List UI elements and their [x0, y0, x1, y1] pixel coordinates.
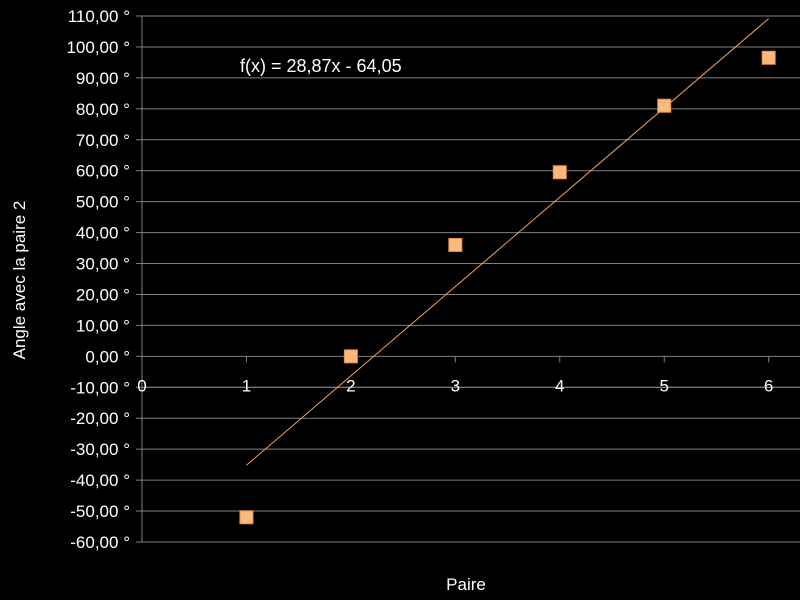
- y-tick-label: 80,00 °: [76, 100, 130, 119]
- data-point: [343, 349, 358, 364]
- y-tick-label: -50,00 °: [70, 502, 130, 521]
- y-tick-label: -40,00 °: [70, 471, 130, 490]
- y-tick-label: 70,00 °: [76, 131, 130, 150]
- y-tick-label: -20,00 °: [70, 409, 130, 428]
- data-point: [239, 510, 254, 525]
- y-axis-title: Angle avec la paire 2: [10, 201, 29, 360]
- x-tick-label: 1: [242, 376, 251, 395]
- y-tick-label: -30,00 °: [70, 440, 130, 459]
- x-axis-title: Paire: [446, 575, 486, 594]
- y-tick-label: 60,00 °: [76, 162, 130, 181]
- trendline: [246, 18, 769, 466]
- y-tick-label: 100,00 °: [66, 38, 130, 57]
- data-point: [657, 98, 672, 113]
- y-tick-label: 30,00 °: [76, 255, 130, 274]
- y-tick-label: -60,00 °: [70, 533, 130, 552]
- y-tick-label: -10,00 °: [70, 378, 130, 397]
- y-tick-labels: 110,00 ° 100,00 ° 90,00 ° 80,00 ° 70,00 ° 60,…: [66, 7, 130, 552]
- y-tick-label: 40,00 °: [76, 224, 130, 243]
- data-point: [448, 237, 463, 252]
- y-tick-label: 10,00 °: [76, 316, 130, 335]
- x-tick-label: 5: [659, 376, 668, 395]
- x-tick-labels: 0 1 2 3 4 5 6: [137, 376, 773, 395]
- data-point: [761, 50, 776, 65]
- gridlines: [136, 15, 800, 543]
- x-tick-label: 0: [137, 376, 146, 395]
- y-tick-label: 90,00 °: [76, 69, 130, 88]
- data-points: [239, 50, 776, 525]
- y-tick-label: 20,00 °: [76, 285, 130, 304]
- x-tick-label: 3: [451, 376, 460, 395]
- trendline-equation: f(x) = 28,87x - 64,05: [240, 56, 402, 76]
- y-tick-label: 110,00 °: [68, 7, 130, 26]
- x-tick-label: 4: [555, 376, 564, 395]
- x-tick-label: 6: [764, 376, 773, 395]
- y-tick-label: 50,00 °: [76, 193, 130, 212]
- trendline-group: [246, 18, 769, 466]
- x-tick-label: 2: [346, 376, 355, 395]
- y-tick-label: 0,00 °: [85, 347, 130, 366]
- data-point: [552, 165, 567, 180]
